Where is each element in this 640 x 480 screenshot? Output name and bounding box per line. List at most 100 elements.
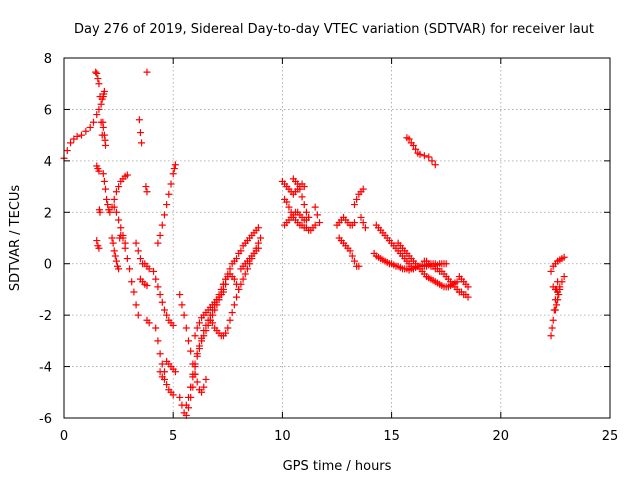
y-tick-label: -6 [39,412,52,427]
data-point [558,278,566,286]
data-point [241,270,249,278]
x-tick-label: 10 [274,429,291,444]
data-point [73,132,81,140]
tick-labels: 0 5 10 15 20 25 -6 -4 -2 0 2 4 6 8 [39,52,618,444]
data-point [135,116,143,124]
data-point [169,170,177,178]
data-point [187,347,195,355]
data-point [202,321,210,329]
data-point [158,360,166,368]
data-point [67,139,75,147]
data-point [109,239,117,247]
data-point [243,265,251,273]
data-point [176,291,184,299]
data-point [195,342,203,350]
data-point [132,239,140,247]
data-point [316,219,324,227]
data-point [96,208,104,216]
data-point [226,316,234,324]
data-point [420,152,428,160]
data-point [165,190,173,198]
data-point [198,388,206,396]
data-point [187,383,195,391]
data-point [93,69,101,77]
data-point [163,201,171,209]
data-point [191,332,199,340]
x-tick-label: 5 [169,429,177,444]
data-point [193,378,201,386]
data-point [123,171,131,179]
data-point [222,329,230,337]
data-point [121,244,129,252]
data-point [200,327,208,335]
data-point [167,180,175,188]
data-point [359,219,367,227]
data-point [103,195,111,203]
data-point [110,247,118,255]
data-point [551,306,559,314]
data-point [202,375,210,383]
data-point [350,257,358,265]
data-point [230,301,238,309]
data-point [431,161,439,169]
data-point [300,183,308,191]
data-point [171,161,179,169]
data-point [416,150,424,158]
data-point [106,208,114,216]
data-point [130,288,138,296]
data-point [154,239,162,247]
y-axis-label: SDTVAR / TECUs [8,185,23,292]
y-tick-label: 2 [44,206,52,221]
data-point [560,253,568,261]
data-point [285,203,293,211]
y-tick-label: 0 [44,258,52,273]
data-point [138,139,146,147]
data-point [95,244,103,252]
data-point [136,255,144,263]
data-point [350,219,358,227]
data-point [143,188,151,196]
data-point [99,170,107,178]
data-point [178,301,186,309]
data-point [442,260,450,268]
data-point [158,298,166,306]
data-point [355,262,363,270]
data-point [405,135,413,143]
data-point [128,278,136,286]
data-point [428,157,436,165]
data-point [357,213,365,221]
data-point [110,203,118,211]
data-point [158,221,166,229]
data-point [101,185,109,193]
data-point [193,324,201,332]
data-point [134,247,142,255]
data-point [93,111,101,119]
data-point [294,180,302,188]
data-point [86,123,94,131]
data-point [145,265,153,273]
data-point [359,185,367,193]
data-point [235,285,243,293]
data-point [160,375,168,383]
x-tick-label: 0 [60,429,68,444]
data-point [200,383,208,391]
y-tick-label: -2 [39,309,52,324]
data-point [115,216,123,224]
data-point [115,183,123,191]
data-point [112,188,120,196]
data-point [160,211,168,219]
data-point [95,80,103,88]
data-point [182,324,190,332]
data-point [95,167,103,175]
data-point [99,123,107,131]
data-point [112,257,120,265]
data-point [191,360,199,368]
data-point [556,285,564,293]
data-point [92,68,100,76]
data-point [560,273,568,281]
data-point [219,288,227,296]
data-point [150,267,158,275]
y-tick-label: -4 [39,361,52,376]
data-point [313,211,321,219]
data-point [112,208,120,216]
